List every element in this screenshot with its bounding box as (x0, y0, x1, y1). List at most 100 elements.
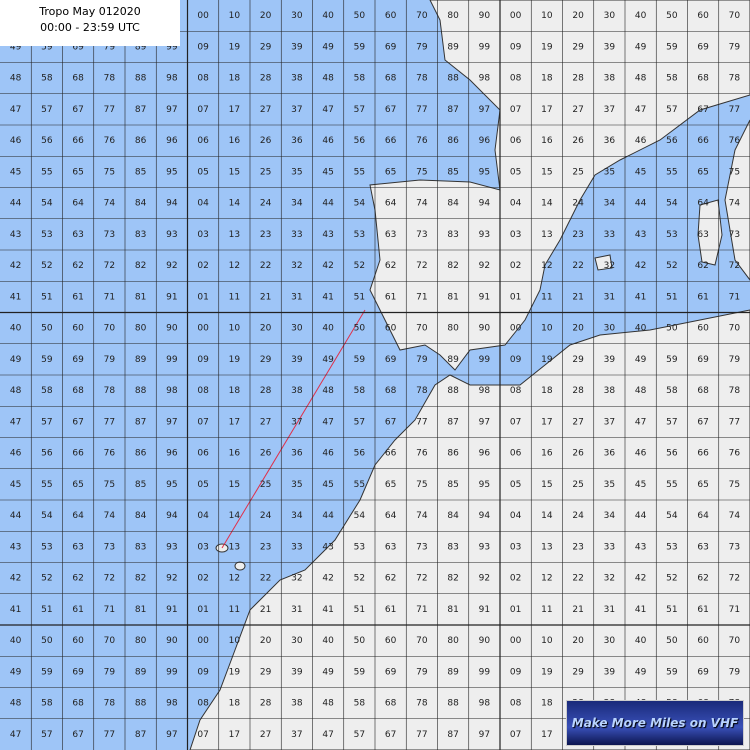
locator-label: 87 (447, 105, 458, 115)
locator-label: 60 (72, 636, 84, 646)
locator-label: 11 (541, 605, 552, 615)
locator-label: 25 (260, 167, 271, 177)
locator-label: 70 (104, 636, 116, 646)
locator-label: 72 (729, 261, 740, 271)
locator-label: 89 (447, 667, 459, 677)
locator-label: 31 (604, 292, 615, 302)
locator-label: 89 (135, 42, 147, 52)
locator-label: 07 (197, 730, 208, 740)
locator-label: 09 (510, 42, 522, 52)
locator-label: 61 (697, 292, 708, 302)
locator-label: 73 (104, 230, 115, 240)
locator-label: 95 (166, 167, 177, 177)
locator-label: 97 (479, 417, 490, 427)
locator-label: 44 (635, 199, 647, 209)
locator-label: 23 (572, 230, 583, 240)
locator-label: 99 (479, 355, 491, 365)
locator-label: 22 (572, 574, 583, 584)
locator-label: 29 (260, 42, 272, 52)
locator-label: 47 (322, 730, 333, 740)
locator-label: 84 (447, 199, 459, 209)
locator-label: 41 (10, 605, 21, 615)
locator-label: 73 (729, 230, 740, 240)
locator-label: 17 (541, 105, 552, 115)
locator-label: 91 (166, 292, 177, 302)
locator-label: 30 (291, 11, 303, 21)
locator-label: 48 (322, 699, 334, 709)
locator-label: 41 (10, 292, 21, 302)
locator-label: 08 (197, 699, 209, 709)
locator-label: 04 (510, 511, 522, 521)
locator-label: 93 (166, 230, 177, 240)
locator-label: 10 (229, 11, 241, 21)
locator-label: 29 (260, 355, 272, 365)
locator-label: 32 (291, 261, 302, 271)
locator-label: 37 (604, 105, 615, 115)
locator-label: 97 (479, 105, 490, 115)
locator-label: 51 (41, 605, 52, 615)
locator-label: 67 (72, 730, 83, 740)
locator-label: 52 (41, 574, 52, 584)
locator-label: 56 (666, 136, 678, 146)
locator-label: 92 (166, 261, 177, 271)
locator-label: 40 (322, 324, 334, 334)
header-time: 00:00 - 23:59 UTC (40, 21, 140, 34)
locator-label: 78 (104, 699, 116, 709)
locator-label: 68 (385, 699, 397, 709)
locator-label: 28 (260, 74, 272, 84)
locator-label: 66 (385, 136, 397, 146)
locator-label: 65 (385, 167, 396, 177)
locator-label: 76 (104, 449, 116, 459)
locator-label: 85 (447, 480, 458, 490)
locator-label: 53 (666, 542, 677, 552)
locator-label: 69 (385, 42, 397, 52)
locator-label: 34 (291, 199, 303, 209)
locator-label: 66 (72, 136, 84, 146)
locator-label: 03 (510, 230, 521, 240)
locator-label: 77 (416, 417, 427, 427)
locator-label: 45 (10, 167, 21, 177)
locator-label: 55 (666, 480, 677, 490)
locator-label: 43 (322, 542, 333, 552)
locator-label: 29 (572, 42, 584, 52)
locator-label: 26 (260, 449, 272, 459)
locator-label: 96 (166, 136, 178, 146)
locator-label: 48 (635, 74, 647, 84)
locator-label: 41 (635, 292, 646, 302)
locator-label: 49 (10, 667, 22, 677)
locator-label: 70 (729, 324, 741, 334)
locator-label: 17 (229, 730, 240, 740)
locator-label: 52 (354, 574, 365, 584)
locator-label: 20 (572, 324, 584, 334)
locator-label: 08 (510, 386, 522, 396)
path-line (221, 309, 366, 549)
locator-label: 79 (104, 42, 116, 52)
locator-label: 69 (72, 667, 84, 677)
locator-label: 44 (10, 199, 22, 209)
locator-label: 33 (291, 230, 302, 240)
locator-label: 81 (135, 292, 146, 302)
locator-label: 44 (635, 511, 647, 521)
locator-label: 79 (104, 667, 116, 677)
locator-label: 98 (479, 699, 491, 709)
locator-label: 68 (385, 74, 397, 84)
locator-label: 93 (479, 542, 490, 552)
locator-label: 86 (135, 449, 147, 459)
locator-label: 18 (229, 699, 241, 709)
locator-label: 78 (729, 386, 741, 396)
locator-label: 64 (72, 199, 84, 209)
locator-label: 00 (510, 324, 522, 334)
locator-label: 56 (354, 136, 366, 146)
locator-label: 55 (354, 167, 365, 177)
locator-label: 79 (729, 667, 741, 677)
locator-label: 07 (510, 105, 521, 115)
locator-label: 49 (322, 355, 334, 365)
locator-label: 71 (416, 605, 427, 615)
locator-label: 39 (604, 667, 616, 677)
locator-label: 29 (572, 355, 584, 365)
locator-label: 63 (697, 542, 708, 552)
locator-label: 37 (291, 417, 302, 427)
land-balearic (594, 254, 613, 271)
locator-label: 78 (729, 74, 741, 84)
locator-label: 27 (572, 105, 583, 115)
